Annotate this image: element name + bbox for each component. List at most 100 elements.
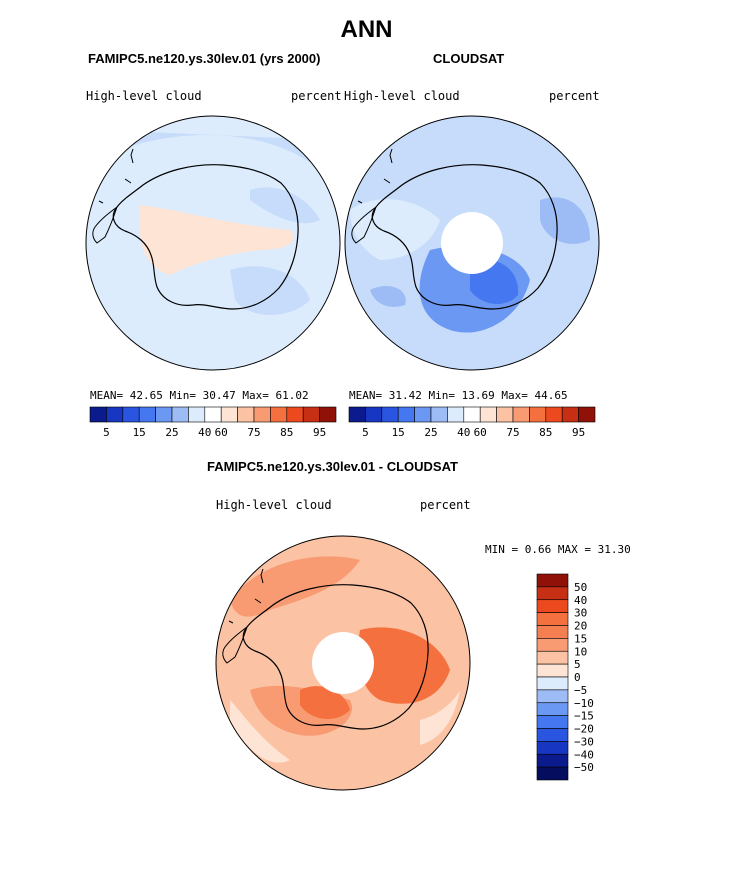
panel2-colorbar-box [414, 406, 432, 423]
panel1-colorbar-label: 60 [215, 426, 228, 439]
diff-region-east [358, 627, 450, 704]
panel2-colorbar-label: 40 [457, 426, 470, 439]
diff-colorbar-label: −20 [574, 723, 594, 736]
panel2-map-border [344, 115, 600, 371]
diff-colorbar-box [536, 599, 569, 613]
diff-colorbar-box [536, 586, 569, 601]
diff-colorbar-label: −15 [574, 710, 594, 723]
diff-colorbar-label: 50 [574, 581, 587, 594]
diff-units-label: percent [420, 498, 471, 512]
panel1-colorbar-box [220, 406, 238, 423]
diff-colorbar-label: 20 [574, 620, 587, 633]
panel1-colorbar-box [319, 406, 337, 423]
panel2-mean-label: MEAN= [349, 389, 383, 402]
panel2-colorbar-box [381, 406, 399, 423]
diff-colorbar-box [536, 728, 569, 742]
panel1-colorbar-box [171, 406, 189, 423]
diff-colorbar-label: −50 [574, 761, 594, 774]
diff-colorbar-label: 5 [574, 658, 581, 671]
diff-region-light-sw [230, 700, 290, 763]
diff-colorbar-label: −40 [574, 748, 594, 761]
panel2-colorbar-box [348, 406, 366, 423]
diff-colorbar-box [536, 612, 569, 626]
diff-minmax: MIN = 0.66 MAX = 31.30 [485, 543, 631, 556]
panel1-var-label: High-level cloud [86, 89, 202, 103]
panel2-mean-value: 31.42 [388, 389, 422, 402]
diff-colorbar-box [536, 625, 569, 639]
diff-colorbar-label: 10 [574, 645, 587, 658]
panel1-colorbar-label: 95 [313, 426, 326, 439]
panel1-max-label: Max= [242, 389, 269, 402]
diff-colorbar-label: 15 [574, 632, 587, 645]
panel2-colorbar-box [430, 406, 448, 423]
diff-min-value: 0.66 [524, 543, 552, 556]
panel1-colorbar-box [122, 406, 140, 423]
diff-region-south [300, 686, 350, 720]
panel2-units-label: percent [549, 89, 600, 103]
diff-region-northwest [230, 556, 360, 617]
diff-colorbar-label: −5 [574, 684, 587, 697]
diff-colorbar-label: 30 [574, 607, 587, 620]
panel2-colorbar-label: 85 [539, 426, 552, 439]
panel2-colorbar-box [463, 406, 481, 423]
panel1-title: FAMIPC5.ne120.ys.30lev.01 (yrs 2000) [88, 51, 321, 66]
panel2-colorbar-box [447, 406, 465, 423]
panel1-min-value: 30.47 [202, 389, 236, 402]
panel1-mean-label: MEAN= [90, 389, 124, 402]
panel2-min-label: Min= [428, 389, 456, 402]
panel1-region-east [250, 187, 320, 224]
diff-colorbar-label: −10 [574, 697, 594, 710]
panel1-colorbar-box [138, 406, 156, 423]
panel2-colorbar-label: 75 [506, 426, 519, 439]
diff-colorbar-box [536, 702, 569, 716]
panel1-colorbar-box [302, 406, 320, 423]
panel2-colorbar-box [512, 406, 530, 423]
panel2-max-value: 44.65 [534, 389, 568, 402]
diff-colorbar-label: 40 [574, 594, 587, 607]
diff-colorbar-box [536, 689, 569, 704]
diff-max-label: MAX = [557, 543, 591, 556]
panel1-map [85, 115, 341, 371]
diff-var-label: High-level cloud [216, 498, 332, 512]
panel2-min-value: 13.69 [461, 389, 495, 402]
panel1-colorbar-box [270, 406, 288, 423]
diff-colorbar-box [536, 573, 569, 588]
panel1-min-label: Min= [169, 389, 197, 402]
panel2-colorbar: 5 15 25 40 60 75 85 95 [348, 406, 596, 439]
diff-colorbar-box [536, 753, 569, 768]
diff-colorbar-label: −30 [574, 735, 594, 748]
diff-min-label: MIN = [485, 543, 519, 556]
panel1-colorbar-box [155, 406, 173, 423]
panel2-colorbar-label: 60 [474, 426, 487, 439]
panel2-region-west [370, 285, 406, 307]
panel2-colorbar-box [578, 406, 596, 423]
panel1-colorbar-box [89, 406, 107, 423]
panel2-colorbar-box [496, 406, 514, 423]
panel1-units-label: percent [291, 89, 342, 103]
panel1-colorbar-label: 5 [103, 426, 110, 439]
panel1-colorbar-box [106, 406, 124, 423]
panel1-region-warm-band [140, 205, 294, 275]
panel1-colorbar-box [204, 406, 222, 423]
panel2-colorbar-box [365, 406, 383, 423]
panel1-colorbar-box [188, 406, 206, 423]
panel1-colorbar-box [286, 406, 304, 423]
diff-map-border [215, 535, 471, 791]
panel1-colorbar-label: 85 [280, 426, 293, 439]
diff-region-light-se [420, 690, 460, 745]
diff-colorbar-label: 0 [574, 671, 581, 684]
panel2-colorbar-box [561, 406, 579, 423]
panel2-polar-hole [441, 212, 503, 274]
panel1-colorbar-label: 75 [247, 426, 260, 439]
panel1-region-southeast [230, 266, 310, 315]
panel1-max-value: 61.02 [275, 389, 309, 402]
panel1-colorbar-label: 25 [165, 426, 178, 439]
panel1-mean-value: 42.65 [129, 389, 163, 402]
panel1-colorbar-label: 40 [198, 426, 211, 439]
diff-title: FAMIPC5.ne120.ys.30lev.01 - CLOUDSAT [207, 459, 458, 474]
panel1-stats: MEAN= 42.65 Min= 30.47 Max= 61.02 [90, 389, 309, 402]
diff-max-value: 31.30 [597, 543, 631, 556]
panel2-colorbar-label: 25 [424, 426, 437, 439]
